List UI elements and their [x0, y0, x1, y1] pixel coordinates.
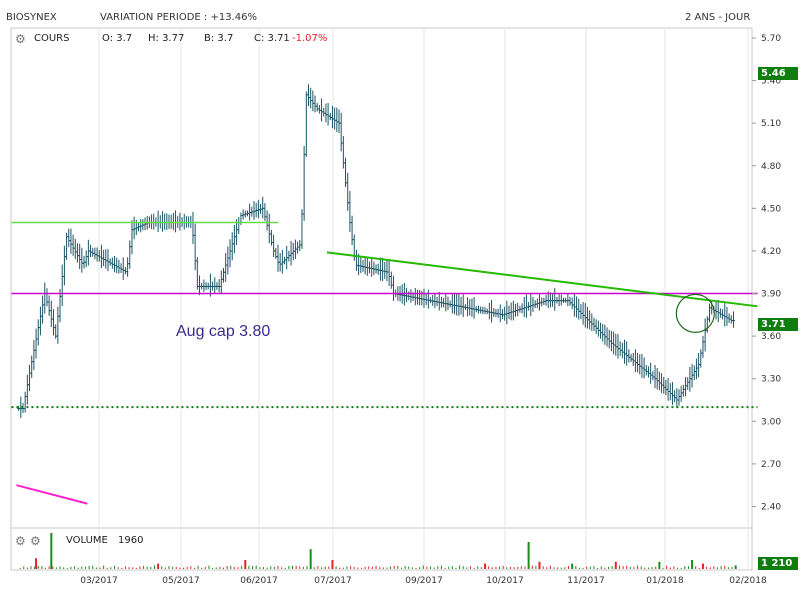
trend-line [16, 484, 88, 505]
volume-value: 1960 [118, 535, 144, 546]
gear-icon[interactable]: ⚙ [15, 32, 26, 46]
highlight-circle [675, 293, 715, 334]
chart-grid [98, 28, 749, 570]
y-tick-label: 3.60 [761, 332, 781, 342]
change-percent: -1.07% [292, 33, 328, 44]
x-tick-label: 02/2018 [729, 576, 767, 586]
y-axis: 5.70 5.40 5.10 4.80 4.50 4.20 3.90 3.60 3.30 3.00… [752, 34, 781, 512]
gear-icon[interactable]: ⚙ [15, 534, 26, 548]
y-tick-label: 4.50 [761, 204, 781, 214]
y-tick-label: 2.70 [761, 460, 781, 470]
x-tick-label: 01/2018 [646, 576, 684, 586]
volume-panel-frame [10, 527, 753, 571]
low-value: B: 3.7 [204, 33, 234, 44]
chart-overlays [11, 221, 758, 505]
x-tick-label: 07/2017 [314, 576, 351, 586]
last-volume-badge: 1 210 [758, 557, 798, 570]
volume-bars [19, 533, 737, 569]
y-tick-label: 4.20 [761, 247, 781, 257]
y-tick-label: 3.30 [761, 375, 781, 385]
high-marker-badge: 5.46 [758, 67, 798, 80]
y-tick-label: 5.10 [761, 119, 781, 129]
period-variation: VARIATION PERIODE : +13.46% [100, 12, 257, 23]
y-tick-label: 3.90 [761, 290, 781, 300]
y-tick-label: 2.40 [761, 502, 781, 512]
last-price-badge: 3.71 [758, 318, 798, 331]
gear-icon[interactable]: ⚙ [30, 534, 41, 548]
open-value: O: 3.7 [102, 33, 133, 44]
annotation-text: Aug cap 3.80 [176, 323, 271, 340]
high-value: H: 3.77 [148, 33, 185, 44]
ticker-name: BIOSYNEX [6, 12, 57, 23]
x-tick-label: 09/2017 [405, 576, 442, 586]
x-tick-label: 05/2017 [162, 576, 199, 586]
x-tick-label: 06/2017 [240, 576, 277, 586]
y-tick-label: 5.40 [761, 77, 781, 87]
x-tick-label: 10/2017 [486, 576, 523, 586]
volume-label: VOLUME [66, 535, 108, 546]
chart-background [10, 27, 753, 571]
y-tick-label: 3.00 [761, 417, 781, 427]
y-tick-label: 5.70 [761, 34, 781, 44]
x-tick-label: 11/2017 [567, 576, 604, 586]
period-selector[interactable]: 2 ANS - JOUR [685, 12, 751, 23]
x-axis: 03/2017 05/2017 06/2017 07/2017 09/2017 10/20… [80, 576, 767, 586]
price-panel-frame [10, 27, 753, 529]
close-value: C: 3.71 [254, 33, 290, 44]
x-tick-label: 03/2017 [80, 576, 117, 586]
price-series-label: COURS [34, 33, 70, 44]
y-tick-label: 4.80 [761, 162, 781, 172]
